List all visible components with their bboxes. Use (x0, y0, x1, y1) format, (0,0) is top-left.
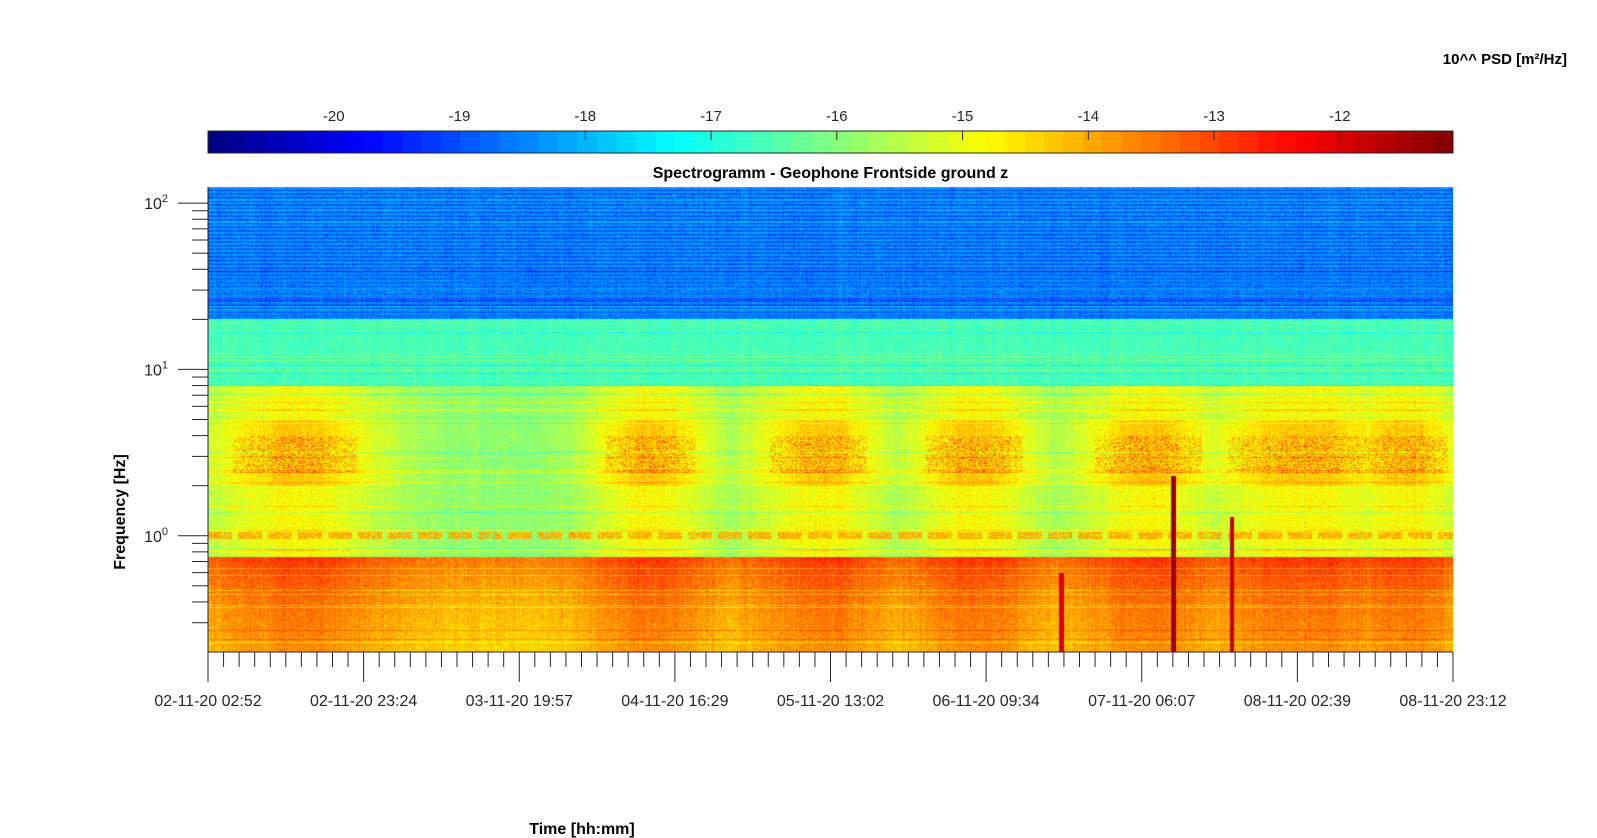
spectrogram-heatmap (208, 187, 1453, 652)
colorbar-label: 10^^ PSD [m²/Hz] (1443, 51, 1567, 68)
colorbar-tick-label: -19 (449, 108, 471, 125)
colorbar-tick-label: -14 (1077, 108, 1099, 125)
x-tick-label: 08-11-20 02:39 (1244, 693, 1351, 710)
x-axis-label: Time [hh:mm] (529, 821, 634, 838)
colorbar-tick-label: -17 (700, 108, 722, 125)
colorbar-frame (207, 130, 1454, 154)
colorbar (208, 131, 1453, 153)
y-tick-label: 102 (144, 193, 168, 213)
x-axis-ticks: 02-11-20 02:52 02-11-20 23:24 03-11-20 19:… (154, 651, 1507, 710)
x-tick-label: 08-11-20 23:12 (1399, 693, 1506, 710)
x-tick-label: 05-11-20 13:02 (777, 693, 884, 710)
x-tick-label: 06-11-20 09:34 (932, 693, 1039, 710)
y-axis-label: Frequency [Hz] (112, 454, 129, 570)
x-tick-label: 02-11-20 02:52 (154, 693, 261, 710)
colorbar-ticks: -20 -19 -18 -17 -16 -15 -14 -13 -12 (323, 108, 1351, 140)
y-tick-label: 101 (144, 359, 168, 379)
x-tick-label: 07-11-20 06:07 (1088, 693, 1195, 710)
chart-title: Spectrogramm - Geophone Frontside ground… (653, 165, 1009, 182)
colorbar-tick-label: -18 (574, 108, 596, 125)
x-tick-label: 03-11-20 19:57 (466, 693, 573, 710)
colorbar-tick-label: -20 (323, 108, 345, 125)
colorbar-tick-label: -12 (1329, 108, 1351, 125)
colorbar-tick-label: -13 (1203, 108, 1225, 125)
x-tick-label: 02-11-20 23:24 (310, 693, 417, 710)
y-axis-ticks: 102 101 100 (144, 187, 209, 652)
y-tick-label: 100 (144, 526, 168, 546)
colorbar-tick-label: -16 (826, 108, 848, 125)
colorbar-tick-label: -15 (952, 108, 974, 125)
x-tick-label: 04-11-20 16:29 (621, 693, 728, 710)
